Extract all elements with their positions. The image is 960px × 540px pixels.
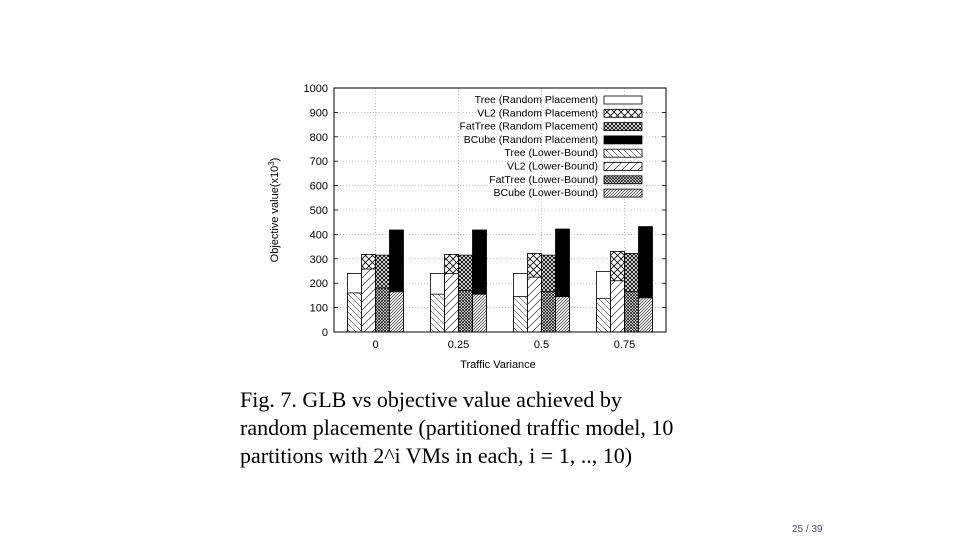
axes-layer: 0 100 200 300 400 500 600 700 800 900 1000 0 0.25 0.5… — [304, 83, 667, 351]
caption-line-2: random placemente (partitioned traffic m… — [240, 415, 674, 440]
y-axis-label: Objective value(x103) — [267, 158, 282, 263]
legend-swatch — [603, 175, 643, 185]
y-tick-label: 600 — [310, 181, 328, 193]
x-tick-label: 0.75 — [614, 339, 635, 351]
y-tick-label: 800 — [310, 132, 328, 144]
y-axis-label-group: Objective value(x103) — [267, 158, 282, 263]
y-tick-label: 300 — [310, 254, 328, 266]
legend-swatch — [603, 135, 643, 145]
bar-lower-bound — [527, 276, 542, 333]
legend-label: Tree (Lower-Bound) — [504, 147, 598, 159]
bar-lower-bound — [541, 291, 556, 333]
bar-lower-bound — [596, 297, 611, 333]
x-tick-label: 0.25 — [448, 339, 469, 351]
x-tick-label: 0.5 — [534, 339, 549, 351]
legend-label: FatTree (Lower-Bound) — [489, 174, 598, 186]
bar-lower-bound — [472, 293, 487, 333]
bar-lower-bound — [555, 296, 570, 333]
legend-swatch — [603, 95, 643, 105]
y-tick-label: 1000 — [304, 83, 328, 95]
caption-line-1-text: Fig. 7. GLB vs objective value achieved … — [240, 387, 622, 412]
legend-label: VL2 (Random Placement) — [477, 107, 598, 119]
y-tick-label: 0 — [322, 327, 328, 339]
y-tick-label: 700 — [310, 156, 328, 168]
legend-label: BCube (Lower-Bound) — [494, 187, 598, 199]
caption-line-1: Fig. 7. GLB vs objective value achieved … — [240, 386, 720, 414]
x-axis-label: Traffic Variance — [460, 359, 536, 371]
y-tick-label: 200 — [310, 278, 328, 290]
legend-label: Tree (Random Placement) — [475, 94, 598, 106]
plot-frame — [333, 87, 667, 333]
legend-swatch — [603, 148, 643, 158]
bar-lower-bound — [361, 268, 376, 333]
bar-lower-bound — [624, 291, 639, 333]
y-axis-label-main: Objective value(x10 — [269, 166, 281, 263]
bar-lower-bound — [458, 290, 473, 333]
bar-lower-bound — [444, 273, 459, 333]
legend-label: BCube (Random Placement) — [464, 134, 598, 146]
y-tick-label: 100 — [310, 303, 328, 315]
legend-swatch — [603, 162, 643, 171]
legend-swatch — [603, 188, 643, 198]
y-tick-label: 900 — [310, 107, 328, 119]
y-tick-label: 400 — [310, 229, 328, 241]
bar-lower-bound — [389, 291, 404, 333]
page-number: 25 / 39 — [792, 524, 823, 535]
legend-swatch — [603, 108, 643, 118]
bar-lower-bound — [375, 287, 390, 333]
caption-line-3: partitions with 2^i VMs in each, i = 1, … — [240, 443, 633, 468]
y-tick-label: 500 — [310, 205, 328, 217]
y-axis-label-exponent: 3 — [267, 161, 276, 166]
bar-lower-bound — [430, 293, 445, 333]
legend-label: FatTree (Random Placement) — [460, 121, 599, 133]
x-tick-label: 0 — [372, 339, 378, 351]
y-axis-label-tail: ) — [269, 158, 281, 162]
bar-lower-bound — [513, 296, 528, 333]
legend-swatch — [603, 122, 643, 131]
bar-lower-bound — [347, 292, 362, 333]
legend: Tree (Random Placement)VL2 (Random Place… — [460, 94, 643, 199]
bar-lower-bound — [638, 297, 653, 333]
bar-lower-bound — [610, 280, 625, 333]
legend-label: VL2 (Lower-Bound) — [507, 161, 598, 173]
bars-layer — [347, 226, 653, 333]
bar-chart: 0 100 200 300 400 500 600 700 800 900 1000 0 0.25 0.5… — [267, 83, 667, 371]
figure-caption: Fig. 7. GLB vs objective value achieved … — [240, 386, 720, 470]
